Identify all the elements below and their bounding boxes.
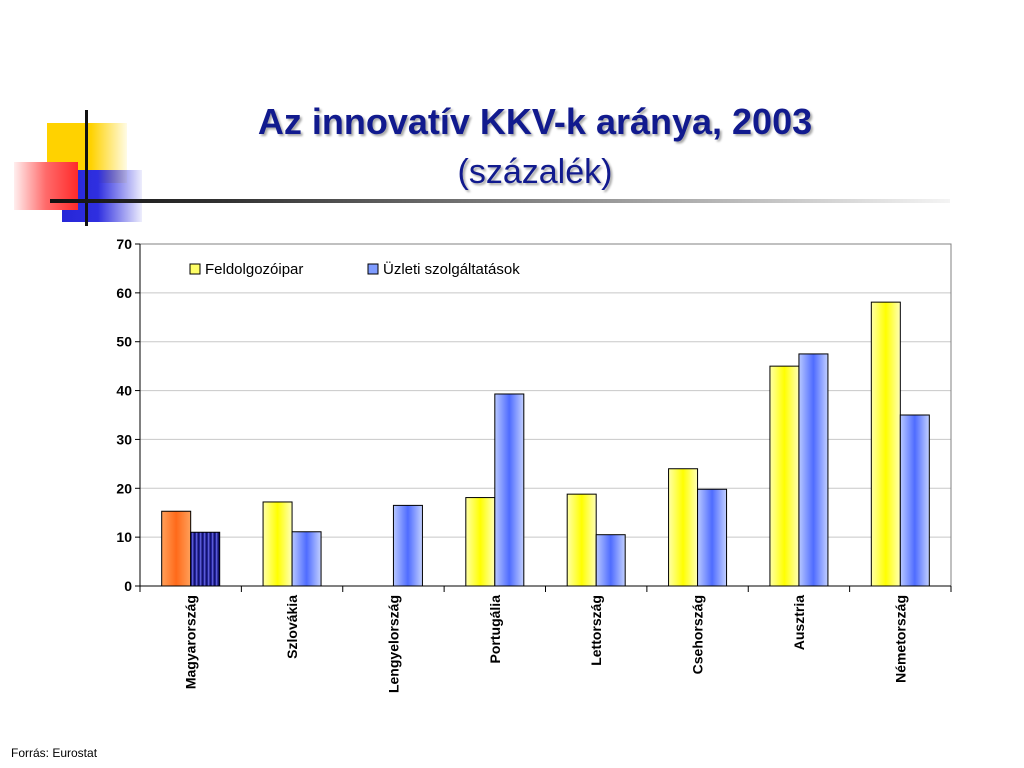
bars: [161, 301, 930, 587]
bar-uzleti-szolgaltatasok: [697, 488, 728, 587]
y-tick-label: 30: [116, 431, 132, 447]
bar-uzleti-szolgaltatasok: [291, 531, 322, 587]
x-category-label: Ausztria: [791, 595, 807, 650]
x-category-label: Németország: [892, 595, 908, 683]
legend: Feldolgozóipar Üzleti szolgáltatások: [189, 260, 520, 278]
y-tick-label: 20: [116, 480, 132, 496]
x-category-label: Lengyelország: [385, 595, 401, 693]
bar-feldolgozoipar: [262, 501, 293, 587]
slide-subtitle: (százalék): [457, 153, 613, 191]
y-tick-label: 60: [116, 285, 132, 301]
bar-uzleti-szolgaltatasok: [494, 393, 525, 587]
bar-uzleti-szolgaltatasok: [899, 414, 930, 587]
x-category-label: Szlovákia: [284, 595, 300, 659]
source-note: Forrás: Eurostat: [11, 746, 98, 760]
y-tick-labels: 0 10 20 30 40 50 60 70: [116, 236, 132, 594]
legend-swatch: [367, 263, 379, 275]
slide-title: Az innovatív KKV-k aránya, 2003: [257, 101, 813, 142]
legend-label: Üzleti szolgáltatások: [383, 260, 520, 278]
axes: [135, 243, 952, 592]
y-tick-label: 10: [116, 529, 132, 545]
x-category-label: Magyarország: [183, 595, 199, 689]
x-category-labels: Magyarország Szlovákia Lengyelország Portug…: [183, 595, 909, 693]
bar-uzleti-szolgaltatasok: [798, 353, 829, 587]
legend-label: Feldolgozóipar: [205, 261, 303, 278]
x-category-label: Lettország: [588, 595, 604, 666]
x-category-label: Csehország: [690, 595, 706, 674]
legend-swatch: [189, 263, 201, 275]
decor-vertical-line: [85, 110, 88, 226]
x-category-label: Portugália: [487, 595, 503, 664]
y-tick-label: 50: [116, 334, 132, 350]
bar-feldolgozoipar: [465, 497, 496, 587]
bar-feldolgozoipar: [161, 510, 192, 587]
y-tick-label: 0: [124, 578, 132, 594]
bar-feldolgozoipar: [870, 301, 901, 587]
bar-feldolgozoipar: [769, 365, 800, 587]
decor-horizontal-line: [50, 199, 950, 203]
bar-uzleti-szolgaltatasok: [190, 531, 221, 587]
bar-feldolgozoipar: [566, 493, 597, 587]
gridlines: [140, 243, 951, 538]
bar-feldolgozoipar: [668, 468, 699, 587]
y-tick-label: 70: [116, 236, 132, 252]
bar-uzleti-szolgaltatasok: [392, 504, 423, 587]
plot-area-frame: [139, 243, 952, 587]
bar-uzleti-szolgaltatasok: [595, 534, 626, 587]
y-tick-label: 40: [116, 383, 132, 399]
